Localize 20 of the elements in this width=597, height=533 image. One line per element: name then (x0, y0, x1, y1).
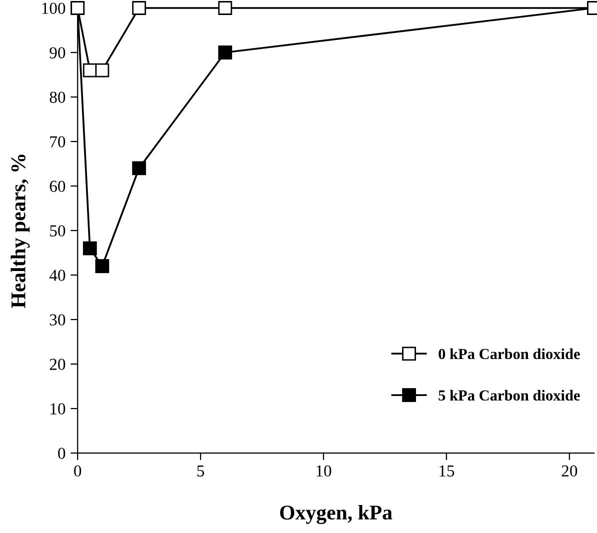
y-tick-label: 50 (50, 225, 66, 236)
y-tick-label: 70 (50, 136, 66, 148)
y-tick-label: 30 (50, 314, 66, 326)
x-tick-label: 5 (197, 466, 204, 477)
x-tick-label: 10 (316, 465, 332, 477)
legend-label: 0 kPa Carbon dioxide (438, 348, 580, 360)
y-tick-label: 40 (49, 270, 66, 281)
x-tick-label: 15 (440, 465, 454, 477)
y-tick-label: 90 (50, 47, 66, 58)
y-tick-label: 20 (50, 358, 66, 370)
y-tick-label: 80 (50, 92, 66, 103)
x-axis-title: Oxygen, kPa (280, 504, 392, 524)
y-tick-label: 60 (50, 180, 66, 192)
y-tick-label: 10 (50, 403, 66, 414)
y-axis-title: Healthy pears, % (10, 154, 30, 308)
y-tick-label: 0 (58, 448, 66, 459)
x-tick-label: 20 (562, 465, 578, 477)
y-tick-label: 100 (42, 2, 66, 14)
legend-label: 5 kPa Carbon dioxide (438, 390, 580, 401)
x-tick-label: 0 (74, 465, 82, 477)
